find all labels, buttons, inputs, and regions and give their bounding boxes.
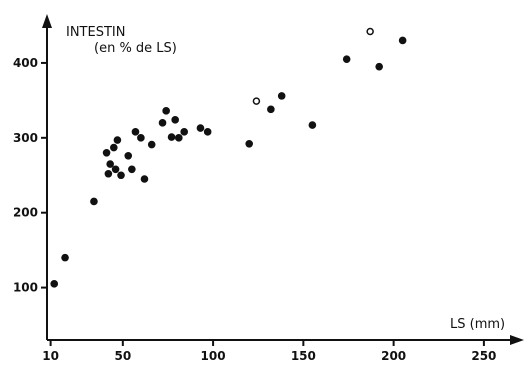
data-point [140, 175, 149, 183]
axes [42, 14, 524, 345]
data-point [117, 171, 125, 180]
data-point [104, 169, 113, 178]
x-tick-label: 150 [291, 349, 316, 363]
data-point-open [366, 27, 374, 36]
data-point [171, 116, 179, 124]
data-point [61, 253, 69, 262]
y-ticks: 100 200 300 400 [13, 56, 47, 295]
data-point [113, 136, 122, 144]
x-tick-label: 250 [471, 349, 496, 363]
data-point [277, 92, 286, 100]
data-point [196, 124, 205, 132]
y-tick-label: 400 [13, 56, 38, 70]
y-tick-label: 300 [13, 131, 38, 145]
data-point [147, 140, 156, 149]
data-point [158, 119, 167, 127]
data-point [124, 151, 133, 160]
x-tick-label: 200 [381, 349, 406, 363]
data-point [308, 121, 317, 129]
data-points [50, 27, 407, 288]
data-point [131, 128, 140, 136]
data-point [137, 134, 145, 142]
y-tick-label: 200 [13, 206, 38, 220]
data-point [128, 165, 136, 174]
data-point [375, 62, 383, 71]
data-point-open [252, 97, 261, 105]
data-point [111, 165, 120, 174]
data-point [106, 160, 114, 168]
x-tick-label: 100 [201, 349, 226, 363]
data-point [398, 36, 407, 45]
x-axis-arrow [510, 335, 524, 345]
data-point [174, 134, 183, 142]
data-point [162, 107, 170, 115]
data-point [203, 128, 212, 136]
x-tick-label: 50 [114, 349, 131, 363]
data-point [50, 280, 59, 288]
x-tick-label: 10 [42, 349, 59, 363]
data-point [90, 197, 98, 206]
y-axis-label-line2: (en % de LS) [94, 41, 177, 56]
data-point [342, 55, 351, 63]
data-point [245, 140, 253, 148]
y-axis-arrow [42, 14, 52, 28]
x-ticks: 10 50 100 150 200 250 [42, 340, 496, 363]
data-point [267, 105, 275, 114]
y-axis-label-line1: INTESTIN [66, 25, 125, 40]
data-point [102, 148, 111, 157]
x-axis-label: LS (mm) [450, 317, 505, 332]
data-point [167, 133, 176, 141]
data-point [180, 128, 189, 136]
data-point [109, 143, 118, 152]
y-tick-label: 100 [13, 281, 38, 295]
